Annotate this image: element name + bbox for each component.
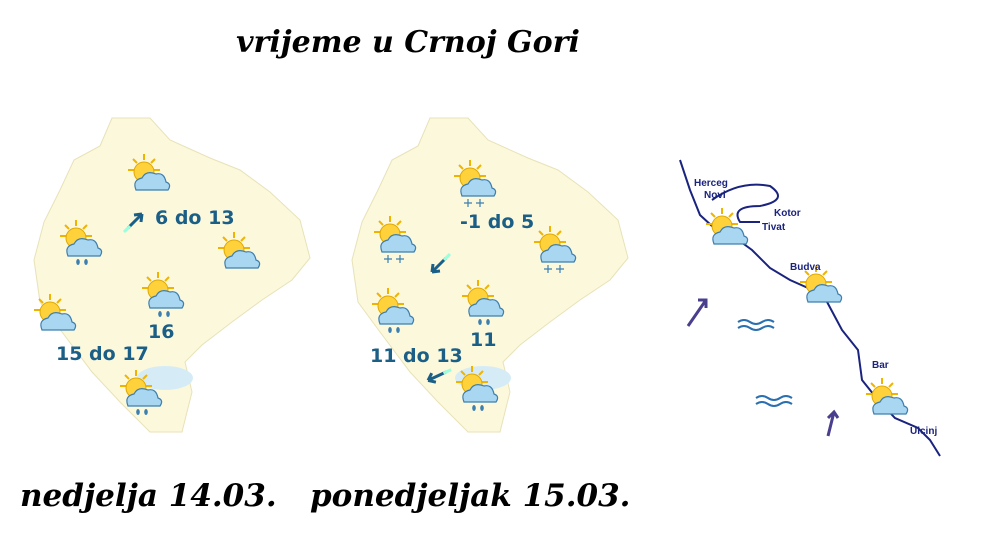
date: nedjelja 14.03. bbox=[20, 478, 277, 514]
temp-label: -1 do 5 bbox=[460, 211, 534, 233]
temp-label: 11 do 13 bbox=[370, 345, 463, 367]
temp-label: 16 bbox=[148, 321, 174, 343]
town: Budva bbox=[790, 262, 821, 273]
temp-label: 15 do 17 bbox=[56, 343, 149, 365]
town: Novi bbox=[704, 190, 726, 201]
temp-label: 6 do 13 bbox=[155, 207, 235, 229]
town: Kotor bbox=[774, 208, 801, 219]
town: Herceg bbox=[694, 178, 728, 189]
town: Tivat bbox=[762, 222, 786, 233]
town: Ulcinj bbox=[910, 426, 937, 437]
map-monday: -1 do 5 11 do 13 11 bbox=[351, 117, 629, 433]
title: vrijeme u Crnoj Gori bbox=[236, 25, 580, 60]
coast-map: Herceg Novi Kotor Tivat Budva Bar Ulcinj bbox=[679, 159, 941, 457]
date: ponedjeljak 15.03. bbox=[310, 478, 630, 514]
town: Bar bbox=[872, 360, 889, 371]
map-sunday: 6 do 13 15 do 17 16 bbox=[33, 117, 311, 433]
temp-label: 11 bbox=[470, 329, 496, 351]
